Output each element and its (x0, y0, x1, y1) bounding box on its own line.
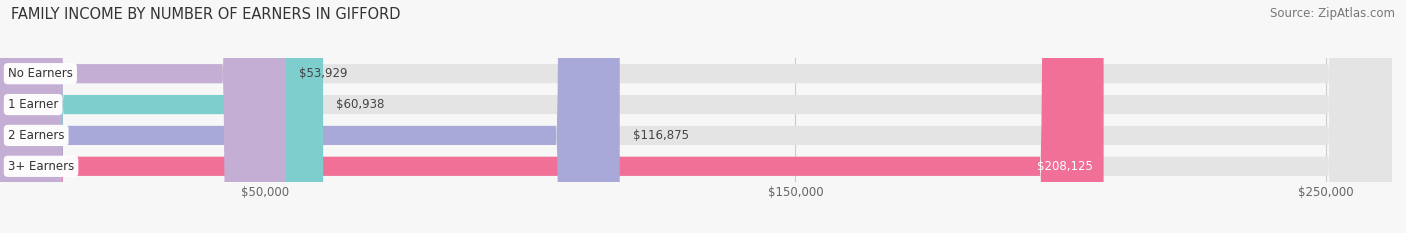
Text: FAMILY INCOME BY NUMBER OF EARNERS IN GIFFORD: FAMILY INCOME BY NUMBER OF EARNERS IN GI… (11, 7, 401, 22)
Text: $60,938: $60,938 (336, 98, 385, 111)
FancyBboxPatch shape (0, 0, 620, 233)
Text: $53,929: $53,929 (299, 67, 347, 80)
FancyBboxPatch shape (0, 0, 323, 233)
Text: 1 Earner: 1 Earner (8, 98, 58, 111)
Text: $116,875: $116,875 (633, 129, 689, 142)
Text: Source: ZipAtlas.com: Source: ZipAtlas.com (1270, 7, 1395, 20)
Text: No Earners: No Earners (8, 67, 73, 80)
Text: 2 Earners: 2 Earners (8, 129, 65, 142)
FancyBboxPatch shape (0, 0, 285, 233)
FancyBboxPatch shape (0, 0, 1104, 233)
Text: $208,125: $208,125 (1038, 160, 1092, 173)
Text: 3+ Earners: 3+ Earners (8, 160, 75, 173)
